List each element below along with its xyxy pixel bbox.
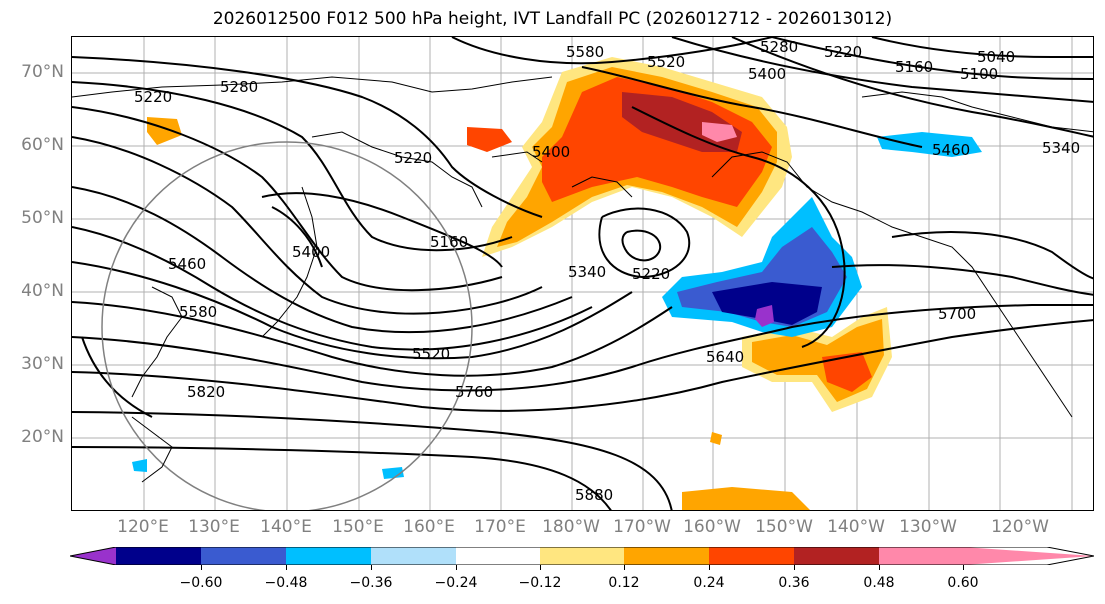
colorbar-tick	[879, 565, 880, 570]
lon-label-170w: 170°W	[613, 517, 671, 537]
contour-label: 5100	[960, 65, 998, 83]
map-panel: 5220 5280 5580 5520 5400 5280 5220 5160 …	[71, 36, 1094, 511]
lon-label-160w: 160°W	[683, 517, 741, 537]
contour-label: 5820	[187, 383, 225, 401]
lon-label-120w: 120°W	[991, 517, 1049, 537]
lon-label-170e: 170°E	[474, 517, 526, 537]
colorbar-tick-label: −0.24	[434, 575, 478, 591]
range-circle	[101, 141, 473, 510]
map-canvas: 5220 5280 5580 5520 5400 5280 5220 5160 …	[72, 37, 1093, 510]
graticule	[72, 37, 1093, 510]
contour-label: 5700	[938, 305, 976, 323]
colorbar-tick	[963, 565, 964, 570]
contour-label: 5640	[706, 348, 744, 366]
colorbar-segment	[709, 547, 794, 565]
colorbar-tick-label: 0.12	[608, 575, 640, 591]
colorbar-segment	[794, 547, 879, 565]
colorbar	[70, 547, 1094, 565]
contour-label: 5400	[532, 143, 570, 161]
ivt-negative-fills	[132, 132, 982, 479]
contour-label: 5580	[566, 43, 604, 61]
colorbar-tick	[709, 565, 710, 570]
contour-label: 5220	[394, 149, 432, 167]
contour-label: 5580	[179, 303, 217, 321]
colorbar-tick-label: 0.24	[693, 575, 725, 591]
contour-label: 5520	[647, 53, 685, 71]
contour-label: 5880	[575, 486, 613, 504]
contour-label: 5160	[895, 58, 933, 76]
contour-label: 5220	[134, 88, 172, 106]
lon-label-150w: 150°W	[755, 517, 813, 537]
lat-label-20n: 20°N	[21, 427, 64, 447]
contour-label: 5160	[430, 233, 468, 251]
contour-label: 5280	[760, 38, 798, 56]
colorbar-segment	[456, 547, 540, 565]
colorbar-tick	[286, 565, 287, 570]
contour-label: 5400	[292, 243, 330, 261]
colorbar-segment	[540, 547, 624, 565]
colorbar-tick	[624, 565, 625, 570]
coastlines	[72, 76, 1093, 483]
contour-label: 5460	[168, 255, 206, 273]
colorbar-segment	[879, 547, 963, 565]
lon-label-160e: 160°E	[403, 517, 455, 537]
contour-label-group: 5220 5280 5580 5520 5400 5280 5220 5160 …	[134, 38, 1080, 504]
colorbar-tick-label: 0.60	[947, 575, 979, 591]
lat-label-30n: 30°N	[21, 354, 64, 374]
contour-label: 5400	[748, 65, 786, 83]
colorbar-tick-label: 0.36	[778, 575, 810, 591]
contour-label: 5280	[220, 78, 258, 96]
colorbar-extend-left	[70, 547, 116, 565]
lat-label-70n: 70°N	[21, 62, 64, 82]
colorbar-tick-label: −0.48	[264, 575, 308, 591]
colorbar-tick	[456, 565, 457, 570]
lat-label-40n: 40°N	[21, 281, 64, 301]
colorbar-extend-right	[963, 547, 1094, 565]
contour-label: 5520	[412, 345, 450, 363]
colorbar-tick	[540, 565, 541, 570]
lon-label-140w: 140°W	[827, 517, 885, 537]
lon-label-130e: 130°E	[188, 517, 240, 537]
contour-label: 5040	[977, 48, 1015, 66]
height-contours	[72, 37, 1093, 510]
colorbar-tick-label: −0.12	[518, 575, 562, 591]
lon-label-120e: 120°E	[117, 517, 169, 537]
lat-label-50n: 50°N	[21, 208, 64, 228]
lon-label-140e: 140°E	[260, 517, 312, 537]
colorbar-tick-label: −0.36	[349, 575, 393, 591]
lon-label-150e: 150°E	[332, 517, 384, 537]
colorbar-segment	[201, 547, 286, 565]
colorbar-tick	[201, 565, 202, 570]
colorbar-tick	[371, 565, 372, 570]
contour-label: 5460	[932, 141, 970, 159]
colorbar-tick-label: −0.60	[179, 575, 223, 591]
contour-label: 5340	[1042, 139, 1080, 157]
contour-label: 5340	[568, 263, 606, 281]
colorbar-tick	[794, 565, 795, 570]
colorbar-segment	[286, 547, 371, 565]
contour-label: 5220	[632, 265, 670, 283]
plot-title: 2026012500 F012 500 hPa height, IVT Land…	[212, 9, 893, 29]
contour-label: 5220	[824, 43, 862, 61]
lat-label-60n: 60°N	[21, 135, 64, 155]
colorbar-segment	[116, 547, 201, 565]
lon-label-180w: 180°W	[542, 517, 600, 537]
colorbar-segment	[371, 547, 456, 565]
colorbar-segment	[624, 547, 709, 565]
contour-label: 5760	[455, 383, 493, 401]
lon-label-130w: 130°W	[899, 517, 957, 537]
colorbar-tick-label: 0.48	[863, 575, 895, 591]
